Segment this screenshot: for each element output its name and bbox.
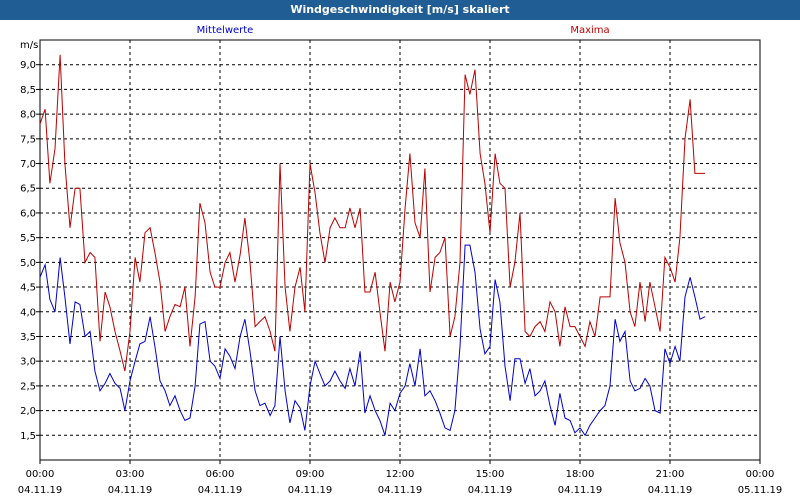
series-line-maxima xyxy=(39,54,706,372)
x-tick-date: 04.11.19 xyxy=(648,485,693,496)
legend-max-label: Maxima xyxy=(570,25,610,36)
y-tick-label: 8,0 xyxy=(20,110,36,121)
y-tick-label: 9,0 xyxy=(20,60,36,71)
y-tick-label: 7,0 xyxy=(20,159,36,170)
x-tick-time: 12:00 xyxy=(386,469,415,480)
x-tick-time: 00:00 xyxy=(26,469,55,480)
y-tick-label: 3,5 xyxy=(20,332,36,343)
x-tick-time: 03:00 xyxy=(116,469,145,480)
x-tick-time: 18:00 xyxy=(566,469,595,480)
y-axis-ticks: 1,5 2,0 2,5 3,0 3,5 4,0 4,5 5,0 5,5 6,0 6,5 7,0 7,5 8… xyxy=(20,60,40,442)
x-tick-time: 06:00 xyxy=(206,469,235,480)
x-tick-date: 05.11.19 xyxy=(738,485,783,496)
y-tick-label: 6,0 xyxy=(20,208,36,219)
x-tick-date: 04.11.19 xyxy=(558,485,603,496)
x-tick-time: 09:00 xyxy=(296,469,325,480)
grid xyxy=(40,40,760,460)
y-tick-label: 1,5 xyxy=(20,431,36,442)
x-tick-date: 04.11.19 xyxy=(18,485,63,496)
series-lines xyxy=(39,54,706,437)
y-tick-label: 7,5 xyxy=(20,134,36,145)
x-tick-date: 04.11.19 xyxy=(198,485,243,496)
x-tick-time: 00:00 xyxy=(746,469,775,480)
y-tick-label: 6,5 xyxy=(20,184,36,195)
chart-title: Windgeschwindigkeit [m/s] skaliert xyxy=(0,0,800,20)
y-tick-label: 5,0 xyxy=(20,258,36,269)
y-axis-unit: m/s xyxy=(20,40,39,51)
x-axis-ticks: 00:00 04.11.19 03:00 04.11.19 06:00 04.11.19 0… xyxy=(18,460,783,496)
y-tick-label: 4,0 xyxy=(20,307,36,318)
legend-mean-label: Mittelwerte xyxy=(196,25,254,36)
x-tick-date: 04.11.19 xyxy=(378,485,423,496)
y-tick-label: 4,5 xyxy=(20,283,36,294)
y-tick-label: 8,5 xyxy=(20,85,36,96)
series-line-mittelwerte xyxy=(39,244,706,437)
x-tick-time: 21:00 xyxy=(656,469,685,480)
x-tick-date: 04.11.19 xyxy=(288,485,333,496)
x-tick-date: 04.11.19 xyxy=(108,485,153,496)
y-tick-label: 2,0 xyxy=(20,406,36,417)
x-tick-date: 04.11.19 xyxy=(468,485,513,496)
y-tick-label: 5,5 xyxy=(20,233,36,244)
x-tick-time: 15:00 xyxy=(476,469,505,480)
y-tick-label: 3,0 xyxy=(20,357,36,368)
y-tick-label: 2,5 xyxy=(20,381,36,392)
